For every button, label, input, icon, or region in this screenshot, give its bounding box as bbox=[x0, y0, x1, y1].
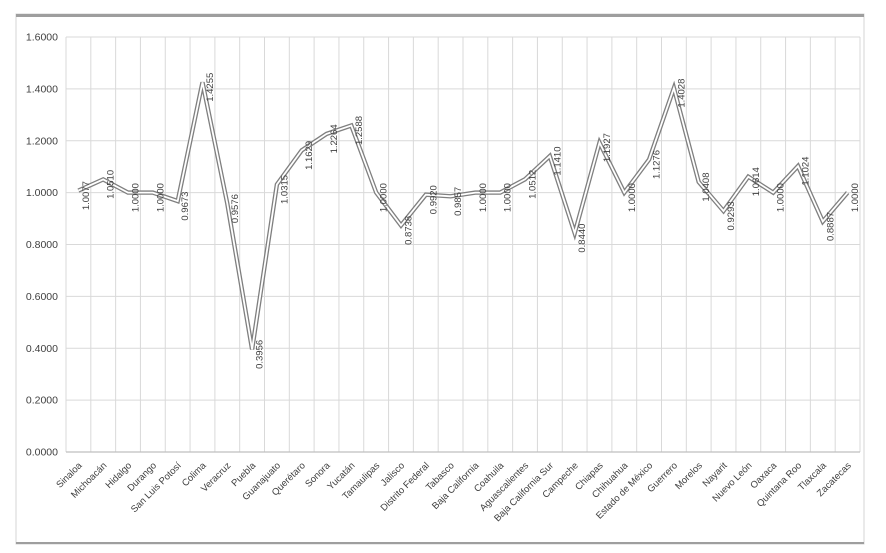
y-axis-tick-label: 0.2000 bbox=[26, 395, 58, 407]
data-label: 1.4028 bbox=[676, 79, 687, 108]
y-axis-tick-label: 0.6000 bbox=[26, 291, 58, 303]
data-label: 1.0614 bbox=[751, 167, 762, 196]
data-label: 1.1276 bbox=[652, 150, 663, 179]
data-label: 0.9673 bbox=[180, 192, 191, 221]
data-label: 0.8887 bbox=[825, 212, 836, 241]
data-label: 1.0000 bbox=[131, 183, 142, 212]
data-label: 1.0000 bbox=[850, 183, 861, 212]
data-label: 1.0000 bbox=[776, 183, 787, 212]
data-label: 1.0315 bbox=[279, 175, 290, 204]
data-label: 1.0000 bbox=[379, 183, 390, 212]
data-label: 0.3956 bbox=[255, 340, 266, 369]
data-label: 1.0000 bbox=[478, 183, 489, 212]
data-label: 1.1410 bbox=[552, 147, 563, 176]
data-label: 0.9293 bbox=[726, 201, 737, 230]
data-label: 1.1927 bbox=[602, 133, 613, 162]
data-label: 0.9857 bbox=[453, 187, 464, 216]
data-label: 1.2264 bbox=[329, 124, 340, 153]
data-label: 1.0000 bbox=[627, 183, 638, 212]
data-label: 1.0512 bbox=[528, 170, 539, 199]
y-axis-tick-label: 0.8000 bbox=[26, 239, 58, 251]
series-line-inner bbox=[78, 82, 849, 350]
data-label: 1.1629 bbox=[304, 141, 315, 170]
data-label: 1.2588 bbox=[354, 116, 365, 145]
data-label: 0.9920 bbox=[428, 185, 439, 214]
y-axis-tick-label: 1.6000 bbox=[26, 32, 58, 44]
data-label: 0.8738 bbox=[403, 216, 414, 245]
y-axis-tick-label: 0.4000 bbox=[26, 343, 58, 355]
data-label: 1.4255 bbox=[205, 73, 216, 102]
y-axis-tick-label: 1.0000 bbox=[26, 187, 58, 199]
data-label: 0.9576 bbox=[230, 194, 241, 223]
data-label: 0.8440 bbox=[577, 224, 588, 253]
chart-frame bbox=[15, 13, 865, 545]
data-label: 1.1024 bbox=[800, 157, 811, 186]
data-label: 1.0000 bbox=[503, 183, 514, 212]
data-label: 1.0408 bbox=[701, 173, 712, 202]
data-label: 1.0000 bbox=[155, 183, 166, 212]
data-label: 1.0077 bbox=[81, 181, 92, 210]
y-axis-tick-label: 0.0000 bbox=[26, 447, 58, 459]
data-label: 1.0510 bbox=[106, 170, 117, 199]
y-axis-tick-label: 1.2000 bbox=[26, 135, 58, 147]
y-axis-tick-label: 1.4000 bbox=[26, 83, 58, 95]
